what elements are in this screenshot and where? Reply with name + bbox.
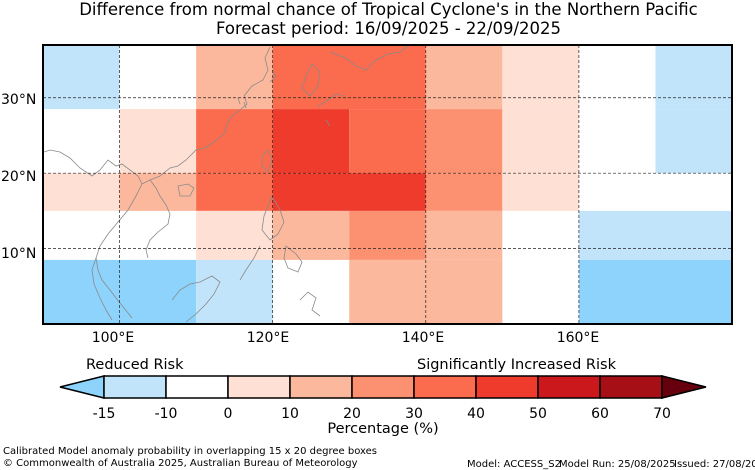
reduced-risk-label: Reduced Risk bbox=[86, 357, 184, 373]
anomaly-cell bbox=[578, 259, 732, 324]
model-name: Model: ACCESS_S2 bbox=[467, 459, 561, 470]
coastlines bbox=[43, 45, 409, 323]
anomaly-cell bbox=[119, 109, 197, 174]
anomaly-cell bbox=[425, 210, 503, 260]
increased-risk-label: Significantly Increased Risk bbox=[417, 357, 616, 373]
anomaly-cell bbox=[502, 173, 579, 211]
y-tick-20n: 20°N bbox=[1, 169, 37, 185]
anomaly-cell bbox=[502, 45, 579, 110]
anomaly-cell bbox=[502, 109, 579, 174]
issued-date: Issued: 27/08/2025 bbox=[674, 459, 755, 470]
colorbar-tick: -15 bbox=[92, 406, 116, 422]
anomaly-cell bbox=[196, 109, 273, 174]
x-tick-140e: 140°E bbox=[401, 330, 445, 346]
colorbar-segment bbox=[475, 375, 539, 399]
anomaly-cell bbox=[349, 210, 426, 260]
colorbar-tick: 50 bbox=[529, 406, 547, 422]
colorbar-tick: -10 bbox=[154, 406, 178, 422]
colorbar-segment bbox=[537, 375, 601, 399]
colorbar-tick: 10 bbox=[281, 406, 299, 422]
anomaly-cell bbox=[425, 45, 503, 110]
x-tick-160e: 160°E bbox=[556, 330, 600, 346]
anomaly-cell bbox=[196, 259, 273, 324]
anomaly-cell bbox=[655, 109, 732, 174]
x-tick-100e: 100°E bbox=[91, 330, 135, 346]
colorbar-title: Percentage (%) bbox=[327, 421, 439, 437]
anomaly-cell bbox=[272, 45, 426, 110]
anomaly-cell bbox=[43, 45, 120, 110]
anomaly-cell bbox=[272, 210, 350, 260]
colorbar-segment bbox=[227, 375, 291, 399]
anomaly-cell bbox=[43, 173, 120, 211]
copyright-text: © Commonwealth of Australia 2025, Austra… bbox=[3, 458, 358, 469]
colorbar-tick: 0 bbox=[223, 406, 233, 422]
colorbar-extend-low bbox=[59, 375, 105, 399]
colorbar-tick: 20 bbox=[343, 406, 361, 422]
colorbar-segment bbox=[599, 375, 663, 399]
anomaly-cell bbox=[272, 173, 426, 211]
model-run-date: Model Run: 25/08/2025 bbox=[559, 459, 676, 470]
anomaly-cell bbox=[196, 173, 273, 211]
anomaly-cell bbox=[425, 259, 503, 324]
colorbar-segment bbox=[413, 375, 477, 399]
anomaly-cell bbox=[272, 109, 350, 174]
colorbar-extend-high bbox=[661, 375, 707, 399]
anomaly-cell bbox=[349, 259, 426, 324]
chart-title: Difference from normal chance of Tropica… bbox=[79, 0, 698, 19]
colorbar-segment bbox=[165, 375, 229, 399]
y-tick-10n: 10°N bbox=[1, 246, 37, 262]
description-text: Calibrated Model anomaly probability in … bbox=[3, 446, 378, 457]
colorbar-tick: 40 bbox=[467, 406, 485, 422]
colorbar bbox=[59, 375, 707, 399]
colorbar-segment bbox=[289, 375, 353, 399]
map-frame bbox=[42, 44, 733, 325]
anomaly-cell bbox=[196, 45, 273, 110]
anomaly-cell bbox=[196, 210, 273, 260]
colorbar-tick: 70 bbox=[653, 406, 671, 422]
colorbar-segment bbox=[103, 375, 167, 399]
anomaly-cell bbox=[349, 109, 426, 174]
forecast-period: Forecast period: 16/09/2025 - 22/09/2025 bbox=[215, 19, 562, 38]
colorbar-tick: 60 bbox=[591, 406, 609, 422]
anomaly-cell bbox=[425, 109, 503, 174]
colorbar-segment bbox=[351, 375, 415, 399]
colorbar-tick: 30 bbox=[405, 406, 423, 422]
anomaly-cell bbox=[655, 45, 732, 110]
y-tick-30n: 30°N bbox=[1, 92, 37, 108]
anomaly-cells bbox=[43, 45, 732, 324]
x-tick-120e: 120°E bbox=[246, 330, 290, 346]
anomaly-cell bbox=[425, 173, 503, 211]
anomaly-cell bbox=[578, 210, 732, 260]
gridlines bbox=[43, 45, 732, 324]
